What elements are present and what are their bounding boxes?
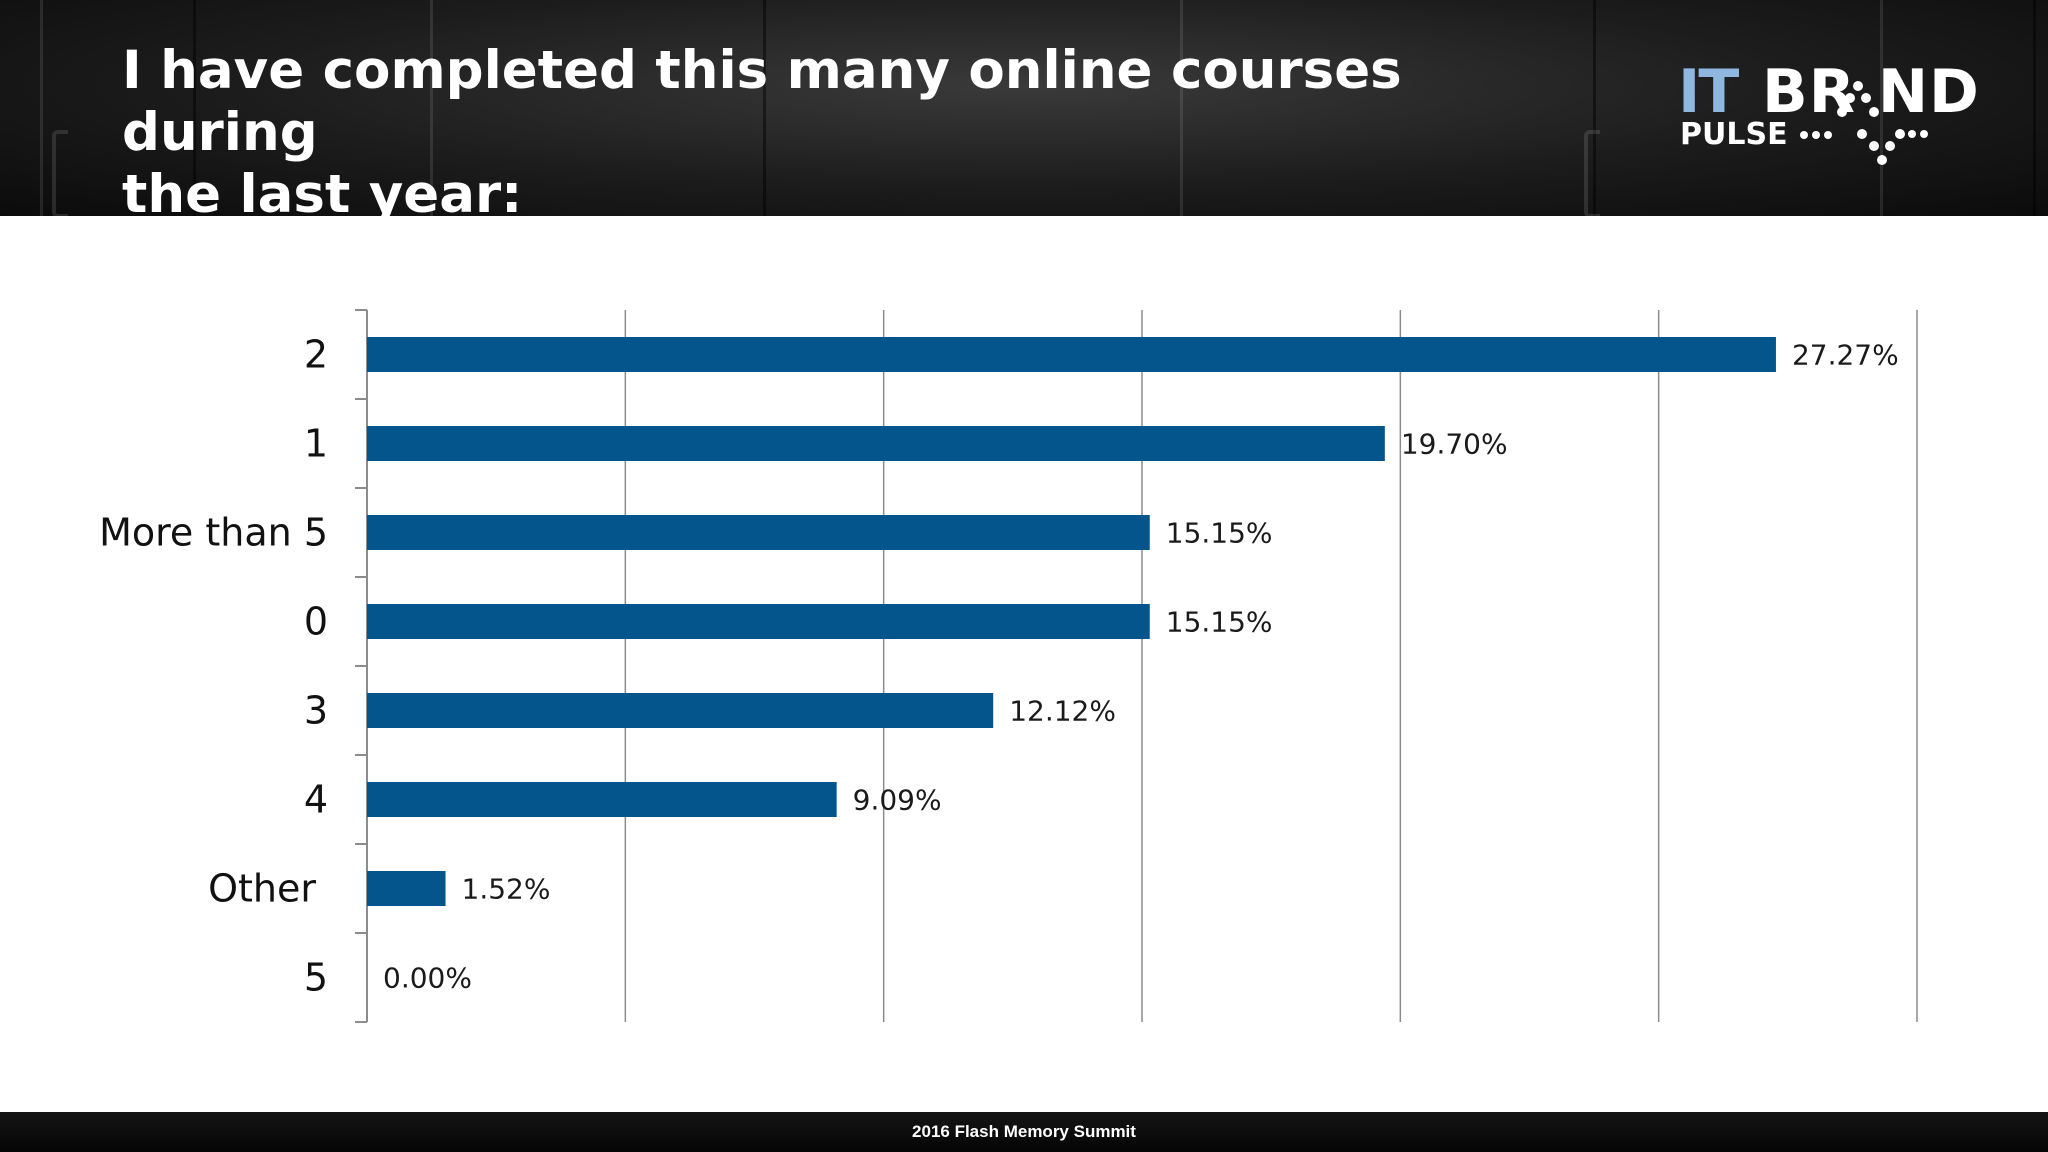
category-label: 0: [304, 600, 328, 644]
logo-dots-icon: [1800, 81, 1928, 165]
category-label: 5: [304, 956, 328, 1000]
server-rack-graphic: [40, 0, 196, 216]
bar-6: [367, 782, 837, 817]
bar-chart: 27.27% 2 19.70% 1 15.15% More than 5 15.15% 0 12…: [99, 309, 1918, 1023]
data-label: 27.27%: [1792, 339, 1899, 372]
bar-4: [367, 604, 1150, 639]
server-rack-graphic: [1880, 0, 2036, 216]
rack-handle-graphic: [52, 130, 68, 216]
category-label: 3: [304, 689, 328, 733]
bar-3: [367, 515, 1150, 550]
data-label: 9.09%: [853, 784, 942, 817]
category-label: 4: [304, 778, 328, 822]
category-label: More than 5: [99, 511, 328, 555]
bar-1: [367, 337, 1776, 372]
data-label: 1.52%: [462, 873, 551, 906]
title-line-1: I have completed this many online course…: [122, 40, 1402, 163]
data-label: 15.15%: [1166, 606, 1273, 639]
slide-header: I have completed this many online course…: [0, 0, 2048, 216]
logo-it-text: IT: [1678, 57, 1739, 127]
server-rack-graphic: [1180, 0, 1596, 216]
data-label: 12.12%: [1009, 695, 1116, 728]
server-rack-graphic: [430, 0, 766, 216]
title-line-2: the last year:: [122, 164, 523, 216]
data-label: 0.00%: [383, 962, 472, 995]
category-label: 1: [304, 422, 328, 466]
logo-pulse-text: PULSE: [1680, 117, 1788, 152]
data-label: 15.15%: [1166, 517, 1273, 550]
itbrandpulse-logo: IT BR ND PULSE: [1678, 62, 2018, 172]
category-label: 2: [304, 333, 328, 377]
bar-7: [367, 871, 446, 906]
data-label: 19.70%: [1401, 428, 1508, 461]
bar-2: [367, 426, 1385, 461]
rack-handle-graphic: [1584, 130, 1600, 216]
logo-brand-text: BR ND: [1762, 57, 1980, 127]
category-label: Other: [208, 867, 316, 911]
slide-footer: 2016 Flash Memory Summit: [0, 1112, 2048, 1152]
slide-title: I have completed this many online course…: [122, 40, 1602, 216]
footer-text: 2016 Flash Memory Summit: [912, 1122, 1136, 1141]
bar-5: [367, 693, 994, 728]
